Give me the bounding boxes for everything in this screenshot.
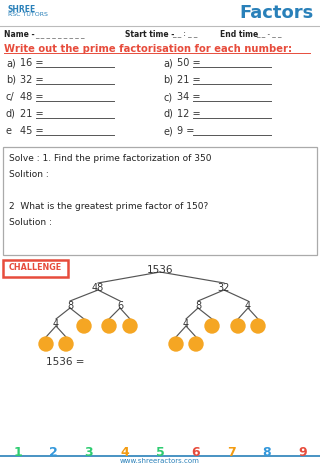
Text: _ _ : _ _: _ _ : _ _ xyxy=(172,32,197,38)
Text: 34 =: 34 = xyxy=(177,92,201,102)
Circle shape xyxy=(205,319,219,333)
Text: e: e xyxy=(6,126,12,136)
Text: c): c) xyxy=(163,92,172,102)
FancyBboxPatch shape xyxy=(3,147,317,255)
Text: 9 =: 9 = xyxy=(177,126,194,136)
Circle shape xyxy=(231,319,245,333)
Text: 4: 4 xyxy=(53,319,59,329)
Text: 3: 3 xyxy=(84,446,93,459)
Text: 45 =: 45 = xyxy=(20,126,44,136)
Text: 4: 4 xyxy=(120,446,129,459)
Text: Write out the prime factorisation for each number:: Write out the prime factorisation for ea… xyxy=(4,44,292,54)
Text: e): e) xyxy=(163,126,173,136)
Text: b): b) xyxy=(6,75,16,85)
Text: 4: 4 xyxy=(183,319,189,329)
Text: _ _ _ _ _ _ _ _ _: _ _ _ _ _ _ _ _ _ xyxy=(35,32,84,38)
Text: RSC TUTORS: RSC TUTORS xyxy=(8,12,48,17)
Circle shape xyxy=(102,319,116,333)
Text: 16 =: 16 = xyxy=(20,58,44,68)
Circle shape xyxy=(39,337,53,351)
Text: 7: 7 xyxy=(227,446,236,459)
Text: SHREE: SHREE xyxy=(8,5,36,14)
Text: Solıtion :: Solıtion : xyxy=(9,170,49,179)
Text: 21 =: 21 = xyxy=(20,109,44,119)
Text: CHALLENGE: CHALLENGE xyxy=(8,263,61,273)
Text: 5: 5 xyxy=(156,446,164,459)
Text: Factors: Factors xyxy=(240,4,314,22)
Text: 8: 8 xyxy=(195,301,201,311)
Text: 2  What is the greatest prime factor of 150?: 2 What is the greatest prime factor of 1… xyxy=(9,202,208,211)
Text: Solve : 1. Find the prime factorization of 350: Solve : 1. Find the prime factorization … xyxy=(9,154,212,163)
Text: 50 =: 50 = xyxy=(177,58,201,68)
Text: 32: 32 xyxy=(218,283,230,293)
Circle shape xyxy=(77,319,91,333)
Text: 6: 6 xyxy=(117,301,123,311)
Text: Start time -: Start time - xyxy=(125,30,174,39)
Text: 9: 9 xyxy=(298,446,307,459)
Circle shape xyxy=(59,337,73,351)
Text: 1536 =: 1536 = xyxy=(46,357,84,367)
Text: 8: 8 xyxy=(67,301,73,311)
FancyBboxPatch shape xyxy=(3,259,68,276)
Text: Solution :: Solution : xyxy=(9,218,52,227)
Text: _ _ - _ _: _ _ - _ _ xyxy=(256,32,282,38)
Text: 2: 2 xyxy=(49,446,58,459)
Text: 12 =: 12 = xyxy=(177,109,201,119)
Text: End time: End time xyxy=(220,30,258,39)
Text: d): d) xyxy=(6,109,16,119)
Text: 8: 8 xyxy=(262,446,271,459)
Text: 48 =: 48 = xyxy=(20,92,44,102)
Text: Name -: Name - xyxy=(4,30,35,39)
Circle shape xyxy=(251,319,265,333)
Text: 48: 48 xyxy=(92,283,104,293)
Circle shape xyxy=(123,319,137,333)
Text: 32 =: 32 = xyxy=(20,75,44,85)
Text: d): d) xyxy=(163,109,173,119)
Text: a): a) xyxy=(6,58,16,68)
Text: www.shreeractors.com: www.shreeractors.com xyxy=(120,458,200,463)
Circle shape xyxy=(189,337,203,351)
Text: 6: 6 xyxy=(191,446,200,459)
Text: b): b) xyxy=(163,75,173,85)
Text: 4: 4 xyxy=(245,301,251,311)
Circle shape xyxy=(169,337,183,351)
Text: a): a) xyxy=(163,58,173,68)
Text: 21 =: 21 = xyxy=(177,75,201,85)
Text: 1536: 1536 xyxy=(147,265,173,275)
Text: c/: c/ xyxy=(6,92,15,102)
Text: 1: 1 xyxy=(13,446,22,459)
